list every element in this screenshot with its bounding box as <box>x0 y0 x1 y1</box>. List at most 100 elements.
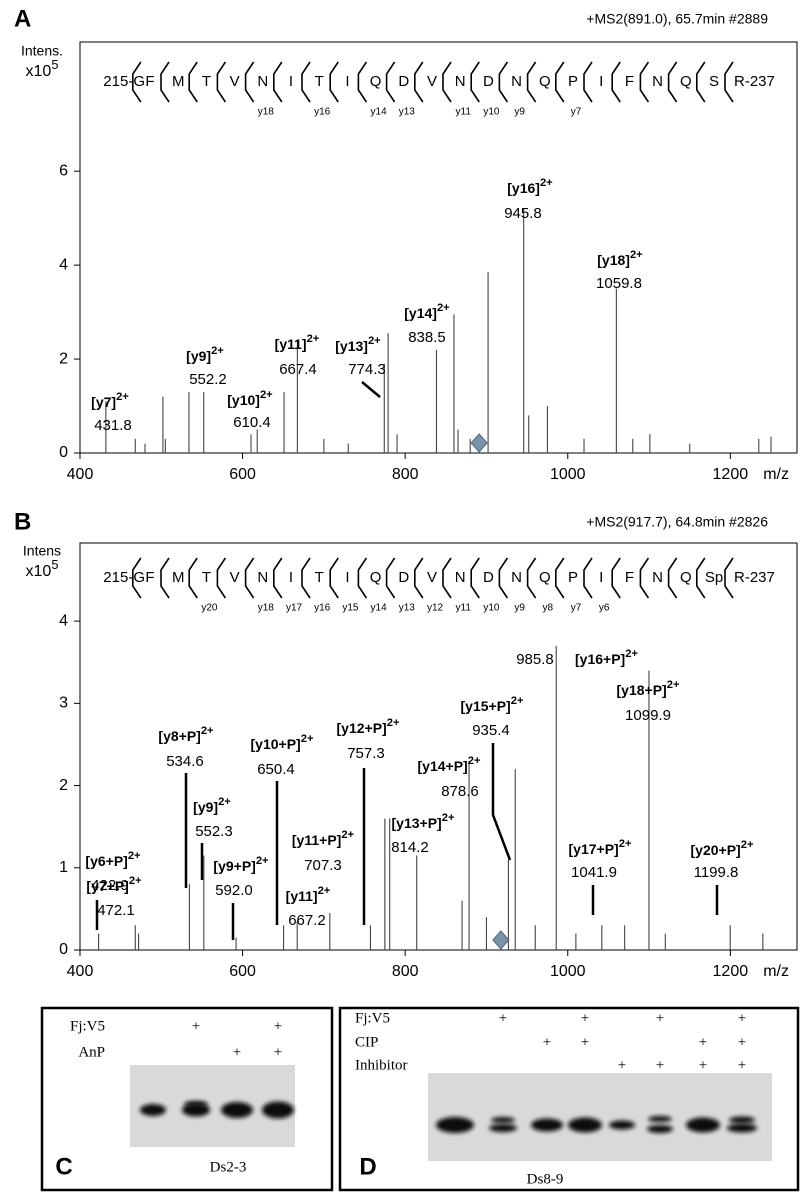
fragment-label: y7 <box>571 603 582 614</box>
ion-label: [y11]2+ <box>286 885 331 904</box>
x-tick-label: 1200 <box>713 466 749 483</box>
ion-label-base: [y11+P] <box>292 832 341 848</box>
fragment-label: y8 <box>543 603 554 614</box>
fragment-label: y7 <box>571 107 582 118</box>
lane-sign: + <box>738 1010 746 1026</box>
mz-label: 667.4 <box>279 361 317 378</box>
ion-label-base: [y10] <box>227 392 260 408</box>
precursor-marker <box>470 433 488 453</box>
band <box>609 1120 635 1130</box>
residue: I <box>599 569 603 586</box>
residue: D <box>483 569 494 586</box>
spectrum-header: +MS2(891.0), 65.7min #2889 <box>586 11 768 27</box>
cleavage-bracket <box>611 61 621 103</box>
residue: S <box>709 73 719 90</box>
cleavage-bracket <box>554 61 565 103</box>
ion-label: [y20+P]2+ <box>691 839 754 858</box>
cleavage-bracket <box>442 557 452 599</box>
band <box>491 1117 515 1123</box>
ion-label: [y11]2+ <box>275 333 320 352</box>
row-label: CIP <box>355 1034 378 1050</box>
ion-label-sup: 2+ <box>307 333 320 345</box>
fragment-label: y17 <box>286 603 303 614</box>
mz-label: 534.6 <box>166 753 204 770</box>
cleavage-bracket <box>301 61 311 103</box>
cleavage-bracket <box>498 61 509 103</box>
lane-sign: + <box>699 1057 707 1073</box>
x-tick-label: 1200 <box>713 963 749 980</box>
ion-label-sup: 2+ <box>540 177 553 189</box>
y-axis-scale-base: x10 <box>26 563 52 580</box>
fragment-label: y11 <box>456 107 472 118</box>
residue: P <box>568 73 578 90</box>
band <box>648 1116 672 1122</box>
x-axis-label: m/z <box>763 963 789 980</box>
residue: N <box>511 73 522 90</box>
x-tick-label: 1000 <box>550 963 586 980</box>
y-axis-scale: x105 <box>26 557 59 580</box>
ion-label-base: [y9+P] <box>213 858 255 874</box>
mz-label: 472.1 <box>97 902 135 919</box>
mz-label: 610.4 <box>233 414 271 431</box>
fragment-label: y15 <box>342 603 359 614</box>
ion-label-sup: 2+ <box>437 302 450 314</box>
cleavage-bracket <box>188 557 198 599</box>
residue: I <box>345 569 349 586</box>
ion-label-base: [y12+P] <box>337 720 387 736</box>
residue: N <box>455 73 466 90</box>
ion-label: [y7+P]2+ <box>86 875 142 894</box>
cleavage-bracket <box>188 61 198 103</box>
fragment-label: y20 <box>201 603 218 614</box>
ion-label: [y8+P]2+ <box>158 725 214 744</box>
ion-label-base: [y10+P] <box>251 736 301 752</box>
cleavage-bracket <box>470 61 480 103</box>
ion-label-sup: 2+ <box>387 717 400 729</box>
ion-label: [y10+P]2+ <box>251 733 314 752</box>
sequence-end: R-237 <box>734 73 775 90</box>
mz-label: 1199.8 <box>694 864 739 881</box>
cleavage-bracket <box>272 61 283 103</box>
fragment-label: y9 <box>514 603 525 614</box>
band <box>182 1103 210 1117</box>
ion-label-sup: 2+ <box>211 345 224 357</box>
ion-label-sup: 2+ <box>468 755 481 767</box>
cleavage-bracket <box>498 557 509 599</box>
mz-label: 431.8 <box>94 417 132 434</box>
fragment-label: y18 <box>258 107 275 118</box>
lane-sign: + <box>192 1018 200 1034</box>
mz-label: 985.8 <box>516 651 554 668</box>
lane-sign: + <box>699 1034 707 1050</box>
cleavage-bracket <box>244 61 255 103</box>
mz-label: 707.3 <box>304 857 342 874</box>
ion-label-base: [y20+P] <box>691 842 741 858</box>
residue: N <box>455 569 466 586</box>
cleavage-bracket <box>667 61 678 103</box>
residue: T <box>202 569 211 586</box>
band <box>262 1101 294 1119</box>
ion-label-sup: 2+ <box>116 391 129 403</box>
gel-caption: Ds2-3 <box>210 1159 247 1175</box>
ion-label-base: [y6+P] <box>85 853 127 869</box>
y-tick-label: 0 <box>59 444 68 461</box>
precursor-marker <box>492 930 510 950</box>
ion-label-sup: 2+ <box>260 389 273 401</box>
mz-label: 774.3 <box>348 361 386 378</box>
lane-sign: + <box>233 1044 241 1060</box>
cleavage-bracket <box>695 61 706 103</box>
lane-sign: + <box>274 1018 282 1034</box>
cleavage-bracket <box>695 557 706 599</box>
gel-caption: Ds8-9 <box>527 1171 564 1187</box>
band <box>221 1102 253 1118</box>
ion-label-sup: 2+ <box>318 885 331 897</box>
residue: P <box>568 569 578 586</box>
residue: N <box>652 569 663 586</box>
residue: Q <box>680 569 692 586</box>
cleavage-bracket <box>329 61 339 103</box>
mz-label: 552.2 <box>189 371 227 388</box>
cleavage-bracket <box>413 557 424 599</box>
ion-label: [y6+P]2+ <box>85 850 141 869</box>
band <box>140 1104 166 1116</box>
ion-label-sup: 2+ <box>218 796 231 808</box>
cleavage-bracket <box>611 557 621 599</box>
residue: T <box>202 73 211 90</box>
